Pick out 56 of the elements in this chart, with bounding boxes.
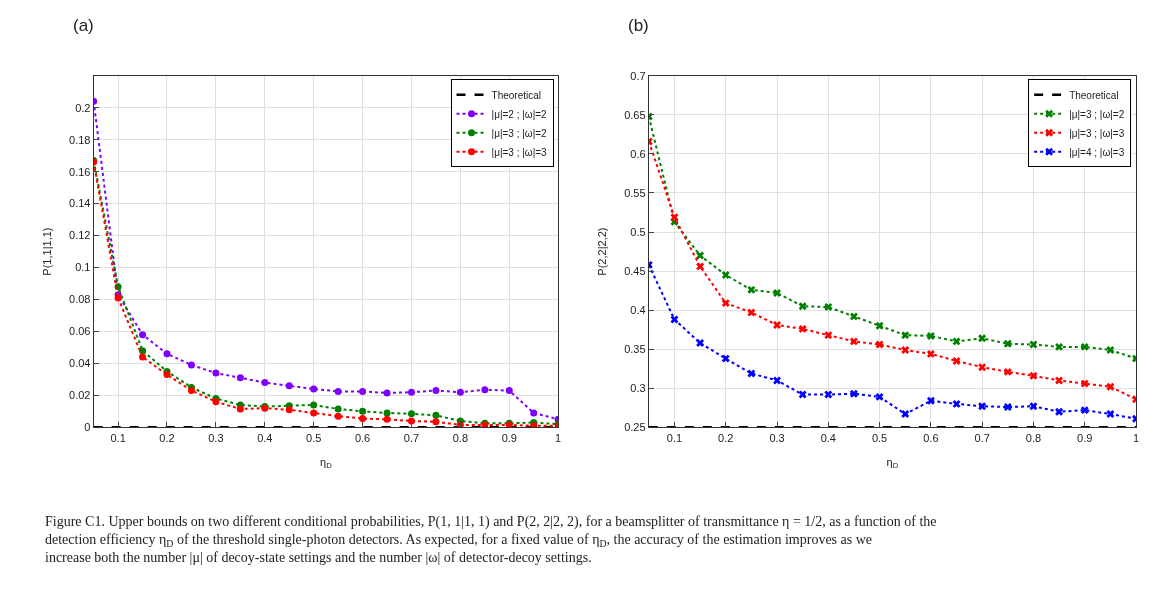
y-axis-title: P(2,2|2,2) bbox=[595, 227, 608, 276]
x-tick-label: 1 bbox=[555, 431, 562, 444]
x-tick-label: 0.5 bbox=[871, 431, 888, 444]
y-tick-label: 0.65 bbox=[624, 108, 646, 121]
x-tick-label: 0.1 bbox=[666, 431, 683, 444]
y-tick-label: 0.6 bbox=[630, 147, 646, 160]
legend-label: |μ|=4 ; |ω|=3 bbox=[1069, 146, 1125, 158]
x-tick-label: 0.9 bbox=[501, 431, 517, 444]
y-tick-label: 0.7 bbox=[630, 69, 646, 82]
legend-label: |μ|=3 ; |ω|=3 bbox=[491, 146, 548, 158]
legend-label: |μ|=3 ; |ω|=3 bbox=[1069, 127, 1125, 139]
legend-label: |μ|=3 ; |ω|=2 bbox=[491, 127, 548, 139]
x-tick-label: 0.9 bbox=[1077, 431, 1093, 444]
y-tick-label: 0.14 bbox=[69, 197, 91, 210]
chart-title: (a) bbox=[73, 16, 94, 35]
y-tick-label: 0.25 bbox=[624, 421, 646, 434]
y-tick-label: 0.06 bbox=[69, 325, 91, 338]
chart-title: (b) bbox=[628, 16, 649, 35]
x-tick-label: 0.7 bbox=[974, 431, 990, 444]
y-tick-label: 0.08 bbox=[69, 293, 91, 306]
x-tick-label: 1 bbox=[1132, 431, 1140, 444]
legend-label: |μ|=3 ; |ω|=2 bbox=[1069, 108, 1125, 120]
x-tick-label: 0.8 bbox=[1025, 431, 1042, 444]
y-tick-label: 0.12 bbox=[69, 229, 91, 242]
y-tick-label: 0.1 bbox=[75, 261, 91, 274]
x-tick-label: 0.6 bbox=[923, 431, 939, 444]
y-tick-label: 0.3 bbox=[630, 382, 646, 395]
y-tick-label: 0.35 bbox=[624, 343, 646, 356]
x-tick-label: 0.1 bbox=[110, 431, 126, 444]
y-tick-label: 0.4 bbox=[630, 304, 646, 317]
x-tick-label: 0.4 bbox=[820, 431, 836, 444]
x-tick-label: 0.6 bbox=[354, 431, 371, 444]
y-tick-label: 0.55 bbox=[624, 186, 646, 199]
y-tick-label: 0 bbox=[84, 421, 91, 434]
y-tick-label: 0.02 bbox=[69, 389, 91, 402]
x-tick-label: 0.7 bbox=[403, 431, 420, 444]
y-tick-label: 0.45 bbox=[624, 264, 646, 277]
x-axis-title: η$_{D}$ bbox=[320, 455, 333, 471]
y-tick-label: 0.16 bbox=[69, 165, 91, 178]
y-tick-label: 0.2 bbox=[75, 101, 91, 114]
y-tick-label: 0.04 bbox=[69, 357, 91, 370]
y-tick-label: 0.18 bbox=[69, 133, 91, 146]
x-tick-label: 0.3 bbox=[769, 431, 785, 444]
x-tick-label: 0.3 bbox=[208, 431, 224, 444]
x-axis-title: η$_{D}$ bbox=[886, 455, 899, 471]
caption: Figure C1. Upper bounds on two different conditional probabilities, P(1, 1|1, 1) and P(2, 2|2, 2), for a beamsplitter of transmittance η = 1/2, as a function of the detection efficiency η$_{D}$ of the threshold single-photon detectors. As expected, for a fixed value of η$_{D}$, the accuracy of the estimation improves as we increase both the number |μ| of decoy-state settings and the number |ω| of detector-decoy settings. bbox=[45, 514, 937, 566]
x-tick-label: 0.5 bbox=[306, 431, 322, 444]
y-tick-label: 0.5 bbox=[630, 225, 646, 238]
legend-label: Theoretical bbox=[1069, 89, 1119, 101]
x-tick-label: 0.2 bbox=[159, 431, 175, 444]
legend-label: |μ|=2 ; |ω|=2 bbox=[491, 108, 548, 120]
y-axis-title: P(1,1|1,1) bbox=[40, 227, 53, 276]
x-tick-label: 0.8 bbox=[452, 431, 469, 444]
x-tick-label: 0.2 bbox=[718, 431, 734, 444]
x-tick-label: 0.4 bbox=[257, 431, 273, 444]
legend-label: Theoretical bbox=[491, 89, 541, 101]
